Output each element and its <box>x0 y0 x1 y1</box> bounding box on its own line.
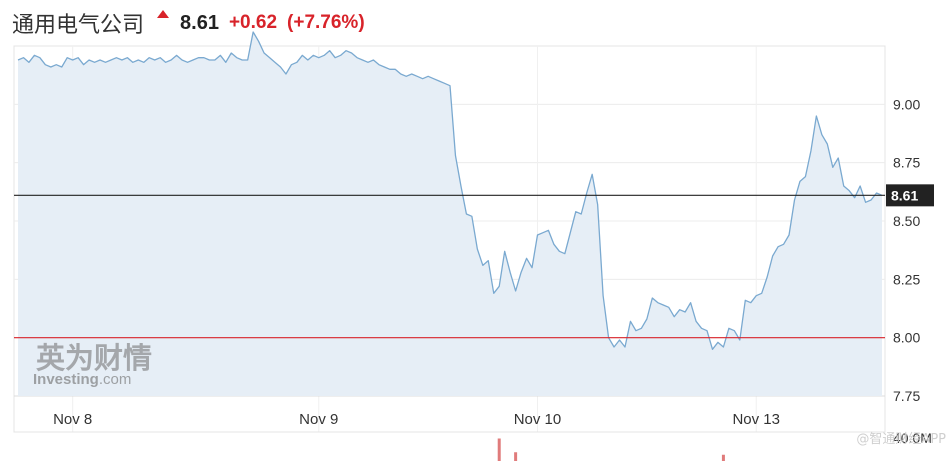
y-tick-label: 9.00 <box>893 96 920 112</box>
chart-lines-layer <box>14 194 885 339</box>
y-tick-label: 8.50 <box>893 213 920 229</box>
x-tick-label: Nov 10 <box>514 411 562 428</box>
y-tick-label: 7.75 <box>893 388 920 404</box>
last-price: 8.61 <box>180 11 219 34</box>
y-tick-label: 8.75 <box>893 155 920 171</box>
volume-bar <box>721 454 725 461</box>
price-change: +0.62 <box>228 12 278 33</box>
up-arrow-icon <box>157 10 170 18</box>
watermark-brand: 英为财情 <box>36 341 152 375</box>
x-tick-label: Nov 9 <box>299 411 338 428</box>
price-area <box>18 32 882 396</box>
watermark-layer: 英为财情 Investing.com <box>33 341 152 388</box>
volume-bar <box>514 452 518 461</box>
price-change-percent: (+7.76%) <box>287 12 365 33</box>
chart-area-layer <box>17 31 883 396</box>
y-tick-label: 8.00 <box>893 330 920 346</box>
x-tick-label: Nov 13 <box>732 411 780 428</box>
volume-axis-label: 40.0M <box>893 430 932 446</box>
price-line <box>17 31 883 350</box>
chart-axis-layer: 9.00 8.75 8.50 8.25 8.00 7.75 8.61 Nov 8 Nov 9 No… <box>53 96 934 446</box>
volume-layer <box>497 438 725 461</box>
corner-watermark: @智通财经APP <box>856 432 946 447</box>
company-name: 通用电气公司 <box>12 13 145 38</box>
last-price-tag-label: 8.61 <box>891 187 918 203</box>
last-price-tag <box>886 184 934 207</box>
volume-bar <box>497 438 501 461</box>
watermark-site: Investing.com <box>33 371 131 388</box>
watermark-site-suffix: .com <box>99 371 132 388</box>
x-tick-label: Nov 8 <box>53 411 92 428</box>
watermark-site-name: Investing <box>33 371 99 388</box>
quote-header: 通用电气公司 8.61 +0.62 (+7.76%) <box>12 6 365 40</box>
y-tick-label: 8.25 <box>893 271 920 287</box>
